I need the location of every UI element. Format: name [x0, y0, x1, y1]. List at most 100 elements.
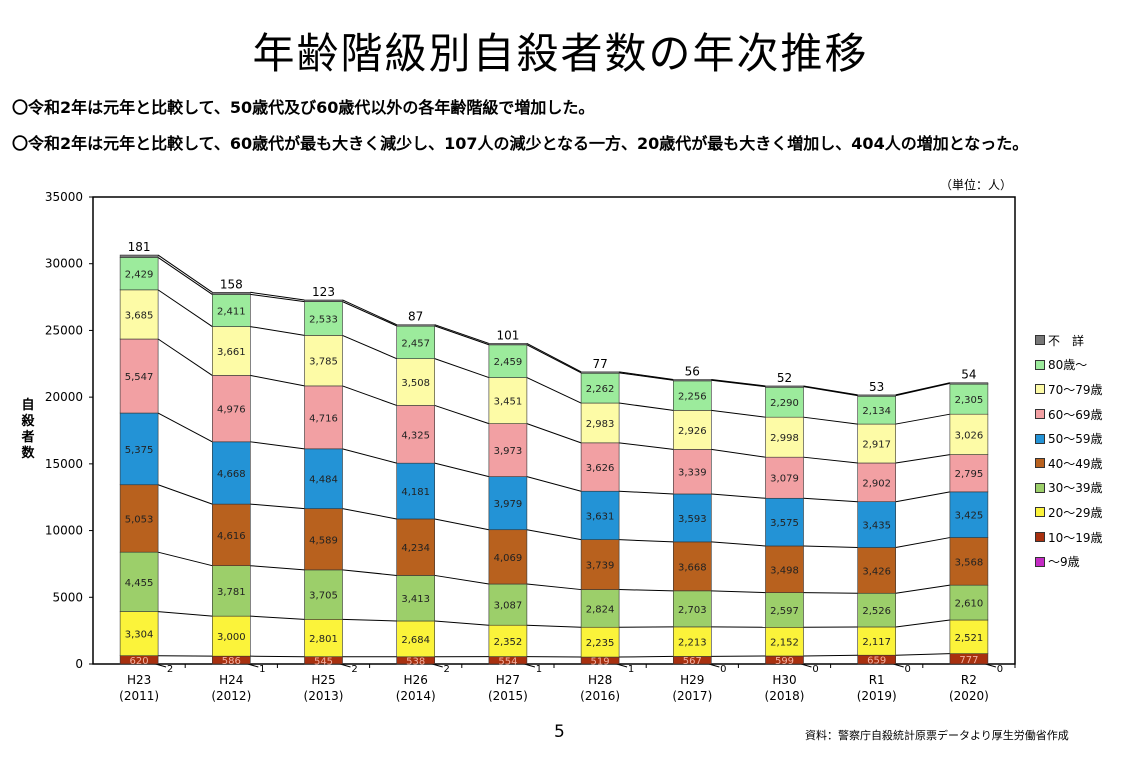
data-label: 3,508 — [401, 378, 430, 389]
data-label: 2,117 — [862, 637, 891, 648]
bar-segment-9 — [949, 382, 989, 385]
data-label: 3,705 — [309, 591, 338, 602]
data-label: 2,262 — [586, 384, 615, 395]
data-label: 4,976 — [217, 405, 246, 416]
x-tick-label-era: H24 — [219, 673, 243, 687]
legend-item: 70～79歳 — [1035, 377, 1103, 402]
data-label: 3,685 — [125, 310, 154, 321]
data-label: 3,425 — [955, 511, 984, 522]
data-label: 2,526 — [862, 606, 891, 617]
x-tick-label-era: H30 — [772, 673, 796, 687]
data-label: 3,631 — [586, 511, 615, 522]
data-label: 3,026 — [955, 430, 984, 441]
bar-segment-9 — [396, 324, 436, 327]
x-tick-label-era: H23 — [127, 673, 151, 687]
x-tick-label-year: (2020) — [949, 689, 989, 703]
series-connector-line — [434, 620, 489, 626]
series-connector-line — [342, 299, 397, 326]
bar-segment-6 — [672, 449, 712, 495]
bar-segment-9 — [119, 254, 159, 258]
x-tick-label-year: (2017) — [672, 689, 712, 703]
data-label: 3,668 — [678, 562, 707, 573]
bar-segment-8 — [212, 294, 251, 327]
bar-segment-4 — [672, 541, 712, 592]
x-tick-label-era: H29 — [680, 673, 704, 687]
source-note: 資料：警察庁自殺統計原票データより厚生労働省作成 — [805, 729, 1069, 742]
x-tick-label-era: R2 — [961, 673, 977, 687]
series-connector-line — [434, 325, 490, 346]
data-label: 2,983 — [586, 419, 615, 430]
series-connector-line — [711, 379, 766, 387]
unit-label: （単位：人） — [940, 178, 1013, 192]
data-label: 3,339 — [678, 468, 707, 479]
data-label: 2,411 — [217, 306, 246, 317]
legend-swatch — [1035, 433, 1045, 444]
bar-segment-8 — [304, 301, 343, 336]
data-label: 2,521 — [955, 633, 984, 644]
data-label: 2,457 — [401, 338, 430, 349]
data-label: 3,979 — [494, 499, 523, 510]
series-connector-line — [434, 574, 489, 585]
data-label: 4,325 — [401, 430, 430, 441]
bar-segment-5 — [765, 497, 804, 547]
page-title: 年齢階級別自殺者数の年次推移 — [252, 29, 869, 78]
bar-segment-7 — [857, 423, 897, 464]
data-label-under-9: 1 — [628, 664, 634, 675]
data-label-under-9: 2 — [351, 664, 357, 675]
bar-segment-4 — [857, 547, 897, 594]
data-label: 3,451 — [494, 397, 523, 408]
legend-item: ～9歳 — [1035, 549, 1103, 574]
bar-segment-9 — [580, 371, 620, 374]
series-connector-line — [250, 503, 305, 510]
y-tick-label: 30000 — [45, 257, 83, 271]
data-label: 3,626 — [586, 463, 615, 474]
data-label: 4,716 — [309, 413, 338, 424]
data-label: 3,785 — [309, 357, 338, 368]
data-label: 2,684 — [401, 635, 430, 646]
series-connector-line — [250, 291, 305, 301]
data-label: 2,429 — [125, 270, 154, 281]
series-connector-line — [895, 619, 950, 628]
series-connector-line — [526, 377, 582, 404]
bar-segment-2 — [580, 626, 620, 658]
bar-segment-9 — [672, 379, 712, 382]
bar-segment-6 — [304, 385, 343, 450]
data-label-unknown: 87 — [408, 310, 423, 324]
bar-segment-2 — [949, 619, 989, 654]
bar-segment-2 — [857, 626, 897, 656]
data-label: 5,375 — [125, 445, 154, 456]
legend-label: 不 詳 — [1048, 333, 1085, 348]
data-label: 2,610 — [955, 599, 984, 610]
note-2: 〇令和2年は元年と比較して、60歳代が最も大きく減少し、107人の減少となる一方… — [12, 134, 1029, 153]
bar-segment-3 — [949, 584, 989, 621]
data-label-unknown: 52 — [777, 371, 792, 385]
bar-segment-3 — [396, 575, 436, 622]
bar-segment-2 — [212, 615, 251, 657]
bar-segment-6 — [396, 405, 436, 464]
data-label: 599 — [775, 656, 794, 667]
series-connector-line — [619, 372, 674, 381]
legend-swatch — [1035, 384, 1045, 395]
series-connector-line — [157, 484, 213, 505]
data-label: 4,455 — [125, 578, 154, 589]
data-label: 538 — [406, 656, 425, 667]
data-label-unknown: 181 — [128, 240, 151, 254]
bar-segment-5 — [212, 441, 251, 505]
bar-segment-7 — [580, 402, 620, 444]
bar-segment-7 — [765, 416, 804, 458]
series-connector-line — [526, 529, 582, 541]
x-tick-label-era: H28 — [588, 673, 612, 687]
bar-segment-5 — [488, 476, 528, 531]
data-label: 3,000 — [217, 632, 246, 643]
series-connector-line — [619, 371, 674, 381]
data-label: 4,668 — [217, 469, 246, 480]
bar-segment-3 — [488, 583, 528, 626]
bar-segment-7 — [304, 335, 343, 387]
bar-segment-9 — [857, 394, 897, 397]
bar-segment-7 — [396, 358, 436, 406]
data-label-under-9: 2 — [444, 664, 450, 675]
series-connector-line — [526, 344, 582, 374]
series-connector-line — [158, 611, 213, 617]
data-label: 3,435 — [862, 521, 891, 532]
data-label: 2,305 — [955, 395, 984, 406]
